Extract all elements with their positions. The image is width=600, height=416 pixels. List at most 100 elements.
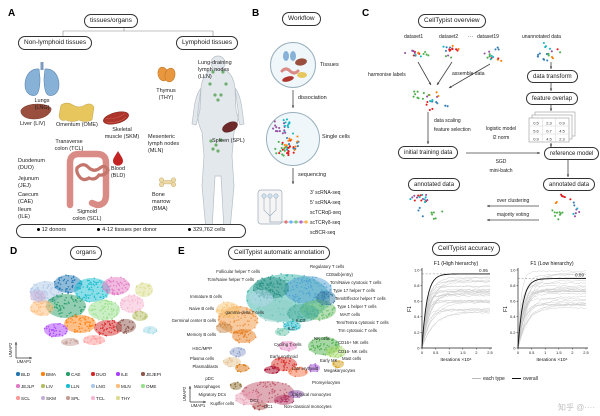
svg-text:0.6: 0.6: [414, 299, 420, 304]
harmonise-labels-step: harmonise labels: [368, 72, 406, 78]
cell-type-label: pDC: [205, 376, 214, 381]
legend-dot: [16, 372, 20, 376]
panel-a: A: [6, 8, 252, 244]
over-clustering-step: over clustering: [496, 198, 530, 204]
cell-dot-cluster: [551, 193, 581, 221]
dataset1-label: dataset1: [404, 34, 424, 40]
tissue-label-jej: Jejunum (JEJ): [18, 176, 39, 189]
svg-text:0.89: 0.89: [575, 273, 584, 278]
tissue-label-bma: Bone marrow (BMA): [152, 192, 171, 212]
assay-tcrab: scTCRαβ-seq: [310, 210, 341, 216]
legend-item-bld: BLD: [16, 370, 41, 378]
cell-type-label: Plasmablasts: [192, 364, 218, 369]
model-line-4: mini-batch: [489, 168, 513, 174]
single-cells-dots: [272, 118, 300, 157]
arrow: [190, 400, 206, 404]
assay-bcr: scBCR-seq: [310, 230, 336, 236]
human-body-icon: [191, 55, 245, 231]
majority-voting-step: majority voting: [496, 212, 530, 218]
arrow: [188, 386, 192, 402]
svg-text:0.2: 0.2: [510, 330, 516, 335]
group-nonlymphoid: Non-lymphoid tissues: [18, 36, 93, 50]
svg-text:F1 (Low hierarchy): F1 (Low hierarchy): [530, 261, 574, 267]
cell-dot-cluster: [442, 44, 460, 59]
panel-d-title: organs: [70, 246, 102, 260]
svg-text:0: 0: [513, 345, 516, 350]
tissue-label-omentum: Omentum (OME): [56, 122, 98, 128]
mini-omentum-icon: [297, 72, 307, 78]
svg-text:0.2: 0.2: [414, 330, 420, 335]
stat-tissues-per-donor: 4-12 tissues per donor: [97, 227, 157, 234]
panel-e-label: E: [178, 246, 185, 257]
cell-type-label: Type 17 helper T cells: [333, 288, 375, 293]
legend-dot: [66, 384, 70, 388]
mini-liver-icon: [295, 58, 307, 66]
cell-dot-cluster: [404, 49, 430, 58]
arrow: [291, 90, 295, 108]
svg-text:4.5: 4.5: [546, 137, 552, 142]
cell-type-label: Immature B cells: [190, 294, 222, 299]
single-cells-circle: [266, 112, 320, 166]
cell-type-label: ILC: [288, 326, 295, 331]
panel-a-graphics: [20, 27, 245, 231]
tissues-circle: [270, 42, 316, 88]
cell-type-label: Regulatory T cells: [310, 264, 344, 269]
legend-item-bma: BMA: [41, 370, 66, 378]
cell-type-label: Tcm/Naive cytotoxic T cells: [330, 280, 381, 285]
panel-e: E CellTypist automatic annotation Regula…: [172, 246, 394, 414]
svg-text:1.5: 1.5: [556, 350, 562, 355]
cell-type-label: Trm cytotoxic T cells: [338, 328, 377, 333]
legend-dot: [91, 372, 95, 376]
cell-type-label: Follicular helper T cells: [216, 269, 260, 274]
sequencing-chip-icon: [257, 189, 308, 225]
svg-text:0.95: 0.95: [479, 268, 488, 273]
mini-lung-icon: [283, 51, 289, 61]
tissues-mini-icons: [280, 51, 307, 82]
legend-dot: [116, 396, 120, 400]
svg-text:Iterations ×10⁴: Iterations ×10⁴: [536, 357, 567, 363]
svg-text:0.5: 0.5: [433, 350, 439, 355]
umap2-axis-label: UMAP2: [8, 342, 13, 357]
connector-lines: [62, 27, 214, 36]
legend-dot: [116, 384, 120, 388]
arrow: [566, 159, 570, 177]
tissue-label-ile: Ileum (ILE): [18, 207, 32, 220]
legend-dot: [91, 396, 95, 400]
bone-marrow-icon: [158, 177, 177, 188]
svg-text:1: 1: [544, 350, 547, 355]
cell-type-label: CD16- NK cells: [338, 349, 367, 354]
organs-umap: UMAP1 UMAP2: [8, 274, 158, 364]
dataset19-label: dataset19: [477, 34, 499, 40]
legend-item-ile: ILE: [116, 370, 141, 378]
assemble-data-step: assemble data: [452, 71, 485, 77]
svg-text:0.6: 0.6: [510, 299, 516, 304]
accuracy-legend: each type overall: [406, 376, 598, 382]
omentum-icon: [58, 102, 95, 122]
each-type-line-swatch: [472, 377, 482, 379]
cell-type-label: Type 1 helper T cells: [337, 304, 377, 309]
svg-text:0.9: 0.9: [559, 121, 565, 126]
arrow: [16, 356, 32, 360]
legend-dot: [16, 384, 20, 388]
annotated-data-left-box: annotated data: [408, 178, 461, 191]
model-line-2: l2 norm: [492, 135, 510, 141]
tissue-label-bld: Blood (BLD): [110, 166, 126, 179]
dataset-ellipsis: ···: [468, 34, 473, 40]
panel-c-label: C: [362, 8, 370, 19]
legend-dot: [91, 384, 95, 388]
tissue-label-scl: Sigmoid colon (SCL): [72, 209, 102, 222]
tissue-label-thy: Thymus (THY): [156, 88, 176, 101]
svg-text:2.3: 2.3: [559, 137, 565, 142]
panel-a-label: A: [8, 8, 16, 19]
initial-training-data-box: initial training data: [398, 146, 459, 159]
panel-b-title: Workflow: [282, 12, 321, 26]
svg-text:1: 1: [448, 350, 451, 355]
tissue-label-spl: Spleen (SPL): [212, 138, 245, 144]
legend-dot: [41, 384, 45, 388]
svg-text:0.5: 0.5: [529, 350, 535, 355]
cell-dot-cluster: [409, 193, 444, 220]
panel-c: C CellTypist overview 0.5 2.3 0.9 5.6 0.7 4.5…: [360, 8, 600, 412]
model-line-3: SGD: [495, 159, 507, 165]
legend-dot: [66, 396, 70, 400]
legend-item-lng: LNG: [91, 382, 116, 390]
